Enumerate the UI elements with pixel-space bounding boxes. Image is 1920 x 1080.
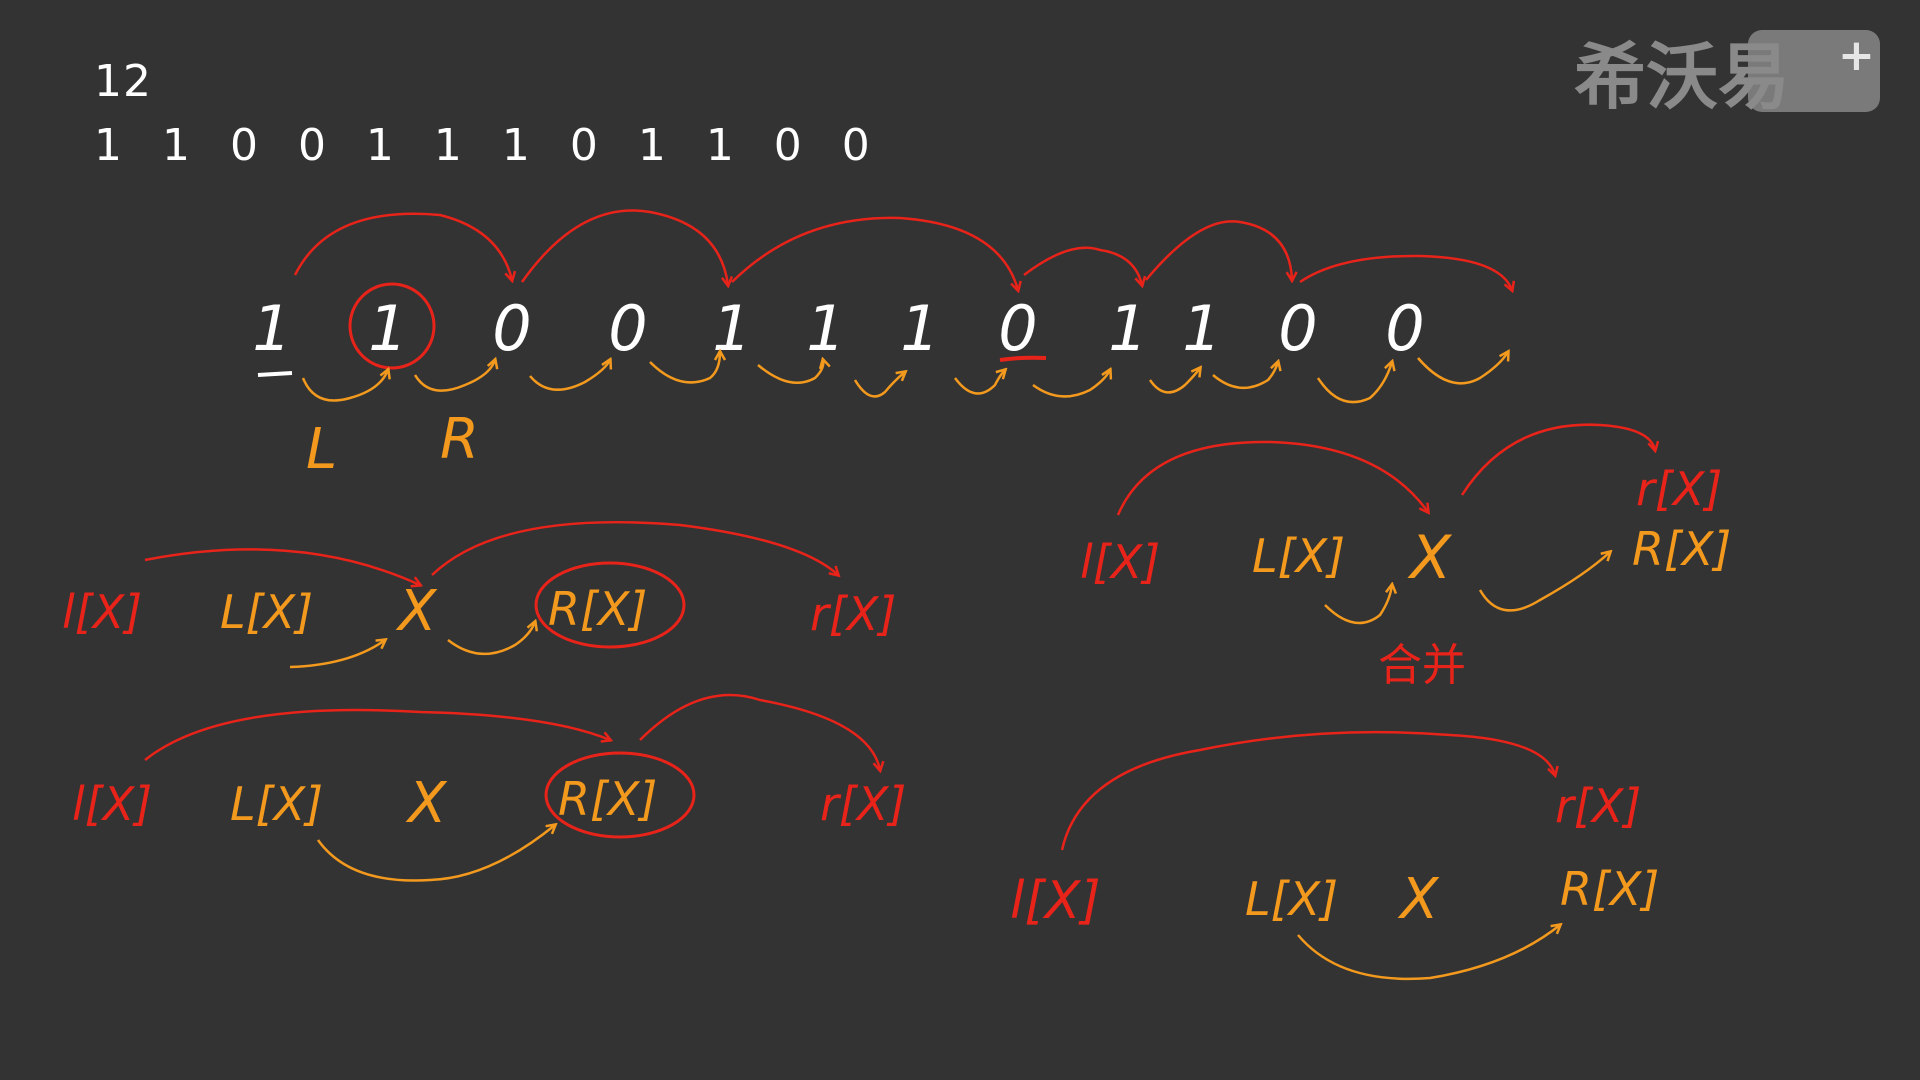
handwritten-digit: 1: [1108, 292, 1147, 365]
case-a-r-of-x: r[X]: [810, 587, 896, 641]
diagram-case-a: l[X] L[X] X R[X] r[X]: [62, 520, 896, 669]
pointer-label-right: R: [440, 407, 479, 472]
case-b-r-of-x: r[X]: [820, 777, 906, 831]
logo-plus: +: [1838, 30, 1875, 81]
typed-n: 12: [94, 56, 152, 107]
diagram-case-c: l[X] L[X] X r[X] R[X] 合并: [1080, 423, 1731, 691]
handwritten-digit: 1: [806, 292, 845, 365]
handwritten-digit: 0: [1385, 292, 1424, 365]
handwritten-digit: 1: [1182, 292, 1221, 365]
logo-badge-bg: [1748, 30, 1880, 112]
case-a-R-of-x: R[X]: [548, 582, 647, 636]
case-c-l-of-x: l[X]: [1080, 535, 1160, 589]
case-a-L-of-x: L[X]: [220, 585, 313, 639]
case-b-l-of-x: l[X]: [72, 777, 152, 831]
orange-bottom-arcs: [301, 352, 1508, 404]
case-c-x: X: [1407, 523, 1453, 593]
handwritten-digit: 0: [608, 292, 647, 365]
circle-second-digit: [348, 282, 436, 370]
case-d-x: X: [1397, 867, 1440, 932]
case-d-R-of-x: R[X]: [1560, 862, 1659, 916]
logo-mark: 希沃易 +: [1574, 30, 1880, 119]
case-c-L-of-x: L[X]: [1252, 529, 1345, 583]
case-d-l-of-x: l[X]: [1010, 871, 1101, 931]
red-top-arcs: [293, 209, 1512, 290]
case-c-merge-note: 合并: [1378, 640, 1466, 691]
case-b-circle-R: [544, 751, 696, 839]
diagram-case-d: l[X] L[X] X r[X] R[X]: [1010, 730, 1659, 981]
first-digit-underline: [257, 371, 293, 377]
case-b-L-of-x: L[X]: [230, 777, 323, 831]
handwritten-digit: 1: [712, 292, 751, 365]
case-c-r-of-x: r[X]: [1636, 462, 1722, 516]
handwritten-digit: 1: [900, 292, 939, 365]
case-a-circle-R: [534, 561, 686, 649]
handwritten-digit: 1: [252, 292, 291, 365]
case-a-l-of-x: l[X]: [62, 585, 142, 639]
case-d-L-of-x: L[X]: [1245, 872, 1338, 926]
case-c-R-of-x: R[X]: [1632, 522, 1731, 576]
logo-text: 希沃易: [1574, 35, 1790, 118]
handwritten-digit: 0: [492, 292, 531, 365]
pointer-label-left: L: [306, 417, 337, 482]
handwritten-digit: 0: [1278, 292, 1317, 365]
handwritten-digit: 1: [368, 292, 407, 365]
case-b-x: X: [405, 771, 448, 836]
typed-bit-string: 1 1 0 0 1 1 1 0 1 1 0 0: [94, 120, 883, 171]
case-a-x: X: [395, 579, 438, 644]
app-logo: 希沃易 +: [1568, 18, 1888, 122]
case-b-R-of-x: R[X]: [558, 772, 657, 826]
handwritten-digit: 0: [998, 292, 1037, 365]
zero-red-underline: [999, 355, 1047, 362]
diagram-case-b: l[X] L[X] X R[X] r[X]: [72, 693, 906, 882]
case-d-r-of-x: r[X]: [1555, 779, 1641, 833]
